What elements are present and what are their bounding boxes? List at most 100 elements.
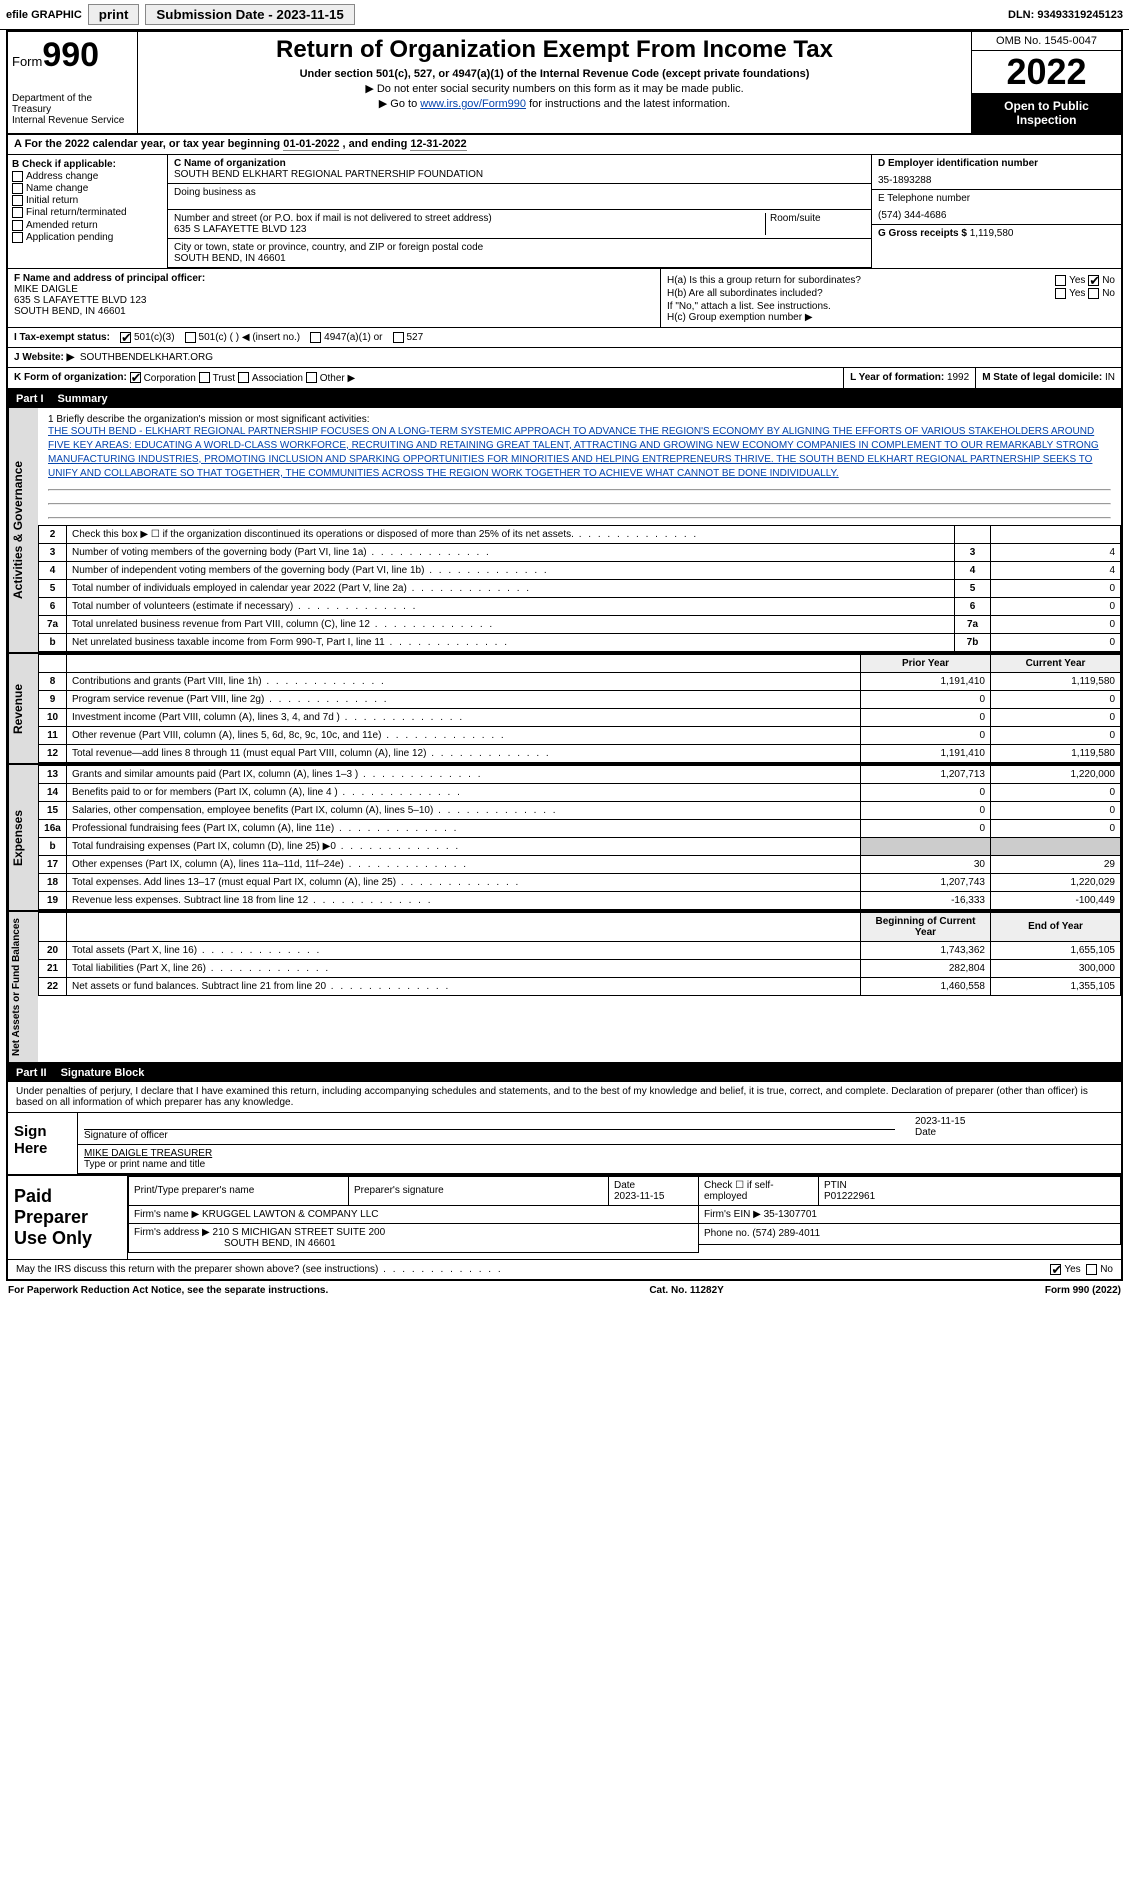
- firm-phone: Phone no. (574) 289-4011: [699, 1223, 1121, 1244]
- cb-app-pending[interactable]: Application pending: [12, 232, 163, 243]
- hb-note: If "No," attach a list. See instructions…: [667, 301, 1115, 312]
- vtab-revenue: Revenue: [8, 654, 38, 763]
- block-d: D Employer identification number35-18932…: [871, 155, 1121, 268]
- cb-501c[interactable]: 501(c) ( ) ◀ (insert no.): [185, 332, 301, 343]
- firm-addr: Firm's address ▶ 210 S MICHIGAN STREET S…: [129, 1223, 699, 1252]
- note-link: ▶ Go to www.irs.gov/Form990 for instruct…: [146, 97, 963, 110]
- table-row: 3Number of voting members of the governi…: [39, 543, 1121, 561]
- table-row: 20Total assets (Part X, line 16)1,743,36…: [39, 941, 1121, 959]
- table-row: 15Salaries, other compensation, employee…: [39, 801, 1121, 819]
- print-button[interactable]: print: [88, 4, 140, 25]
- open-public: Open to Public Inspection: [972, 93, 1121, 133]
- vtab-expenses: Expenses: [8, 765, 38, 910]
- sig-name: MIKE DAIGLE TREASURERType or print name …: [78, 1145, 1121, 1174]
- cb-other[interactable]: Other ▶: [306, 373, 355, 384]
- department: Department of the Treasury Internal Reve…: [12, 93, 133, 126]
- table-row: 2Check this box ▶ ☐ if the organization …: [39, 525, 1121, 543]
- omb-number: OMB No. 1545-0047: [972, 32, 1121, 51]
- form-header: Form990 Department of the Treasury Inter…: [8, 32, 1121, 135]
- address-row: Number and street (or P.O. box if mail i…: [168, 210, 871, 239]
- exp-table: 13Grants and similar amounts paid (Part …: [38, 765, 1121, 910]
- table-row: 13Grants and similar amounts paid (Part …: [39, 765, 1121, 783]
- footer-left: For Paperwork Reduction Act Notice, see …: [8, 1285, 328, 1296]
- tax-status: I Tax-exempt status: 501(c)(3) 501(c) ( …: [8, 327, 1121, 348]
- table-row: 12Total revenue—add lines 8 through 11 (…: [39, 744, 1121, 762]
- submission-date-button[interactable]: Submission Date - 2023-11-15: [145, 4, 354, 25]
- h-block: H(a) Is this a group return for subordin…: [661, 269, 1121, 327]
- cb-501c3[interactable]: 501(c)(3): [120, 332, 175, 343]
- footer-mid: Cat. No. 11282Y: [649, 1285, 723, 1296]
- block-bcd: B Check if applicable: Address change Na…: [8, 155, 1121, 268]
- sign-here-row: Sign Here Signature of officer 2023-11-1…: [8, 1113, 1121, 1174]
- block-b: B Check if applicable: Address change Na…: [8, 155, 168, 268]
- table-row: 9Program service revenue (Part VIII, lin…: [39, 690, 1121, 708]
- cb-corp[interactable]: Corporation: [130, 373, 196, 384]
- org-name: C Name of organizationSOUTH BEND ELKHART…: [168, 155, 871, 184]
- table-row: 18Total expenses. Add lines 13–17 (must …: [39, 873, 1121, 891]
- table-row: 6Total number of volunteers (estimate if…: [39, 597, 1121, 615]
- hc-question: H(c) Group exemption number ▶: [667, 312, 1115, 323]
- header-mid: Return of Organization Exempt From Incom…: [138, 32, 971, 133]
- cb-final-return[interactable]: Final return/terminated: [12, 207, 163, 218]
- hb-question: H(b) Are all subordinates included?Yes N…: [667, 288, 1115, 299]
- part2-header: Part IISignature Block: [8, 1064, 1121, 1082]
- dln: DLN: 93493319245123: [1008, 9, 1123, 21]
- table-row: bTotal fundraising expenses (Part IX, co…: [39, 837, 1121, 855]
- note-ssn: ▶ Do not enter social security numbers o…: [146, 82, 963, 95]
- form-number: Form990: [12, 36, 133, 75]
- prep-date: Date2023-11-15: [609, 1176, 699, 1205]
- table-row: bNet unrelated business taxable income f…: [39, 633, 1121, 651]
- cb-527[interactable]: 527: [393, 332, 424, 343]
- prep-sig-hdr: Preparer's signature: [349, 1176, 609, 1205]
- gross-receipts: G Gross receipts $ 1,119,580: [872, 225, 1121, 251]
- cb-initial-return[interactable]: Initial return: [12, 195, 163, 206]
- cb-4947[interactable]: 4947(a)(1) or: [310, 332, 382, 343]
- sign-here-label: Sign Here: [8, 1113, 78, 1174]
- net-table: Beginning of Current YearEnd of Year20To…: [38, 912, 1121, 996]
- state-domicile: M State of legal domicile: IN: [975, 368, 1121, 387]
- rev-table: Prior YearCurrent Year8Contributions and…: [38, 654, 1121, 763]
- topbar: efile GRAPHIC print Submission Date - 20…: [0, 0, 1129, 30]
- discuss-row: May the IRS discuss this return with the…: [8, 1259, 1121, 1279]
- cb-trust[interactable]: Trust: [199, 373, 235, 384]
- officer: F Name and address of principal officer:…: [8, 269, 661, 327]
- cb-name-change[interactable]: Name change: [12, 183, 163, 194]
- mission: 1 Briefly describe the organization's mi…: [38, 408, 1121, 525]
- table-row: 8Contributions and grants (Part VIII, li…: [39, 672, 1121, 690]
- block-c: C Name of organizationSOUTH BEND ELKHART…: [168, 155, 871, 268]
- firm-ein: Firm's EIN ▶ 35-1307701: [699, 1205, 1121, 1223]
- sig-declaration: Under penalties of perjury, I declare th…: [8, 1082, 1121, 1113]
- table-row: 16aProfessional fundraising fees (Part I…: [39, 819, 1121, 837]
- cb-amended[interactable]: Amended return: [12, 220, 163, 231]
- telephone: E Telephone number(574) 344-4686: [872, 190, 1121, 225]
- year-formation: L Year of formation: 1992: [843, 368, 975, 387]
- form-title: Return of Organization Exempt From Incom…: [146, 36, 963, 64]
- officer-h-row: F Name and address of principal officer:…: [8, 268, 1121, 327]
- rev-section: Revenue Prior YearCurrent Year8Contribut…: [8, 654, 1121, 765]
- preparer-label: Paid Preparer Use Only: [8, 1176, 128, 1259]
- k-org: K Form of organization: Corporation Trus…: [8, 368, 843, 387]
- part1-header: Part ISummary: [8, 390, 1121, 408]
- table-row: 4Number of independent voting members of…: [39, 561, 1121, 579]
- tax-year: 2022: [972, 51, 1121, 93]
- table-row: 10Investment income (Part VIII, column (…: [39, 708, 1121, 726]
- table-row: 14Benefits paid to or for members (Part …: [39, 783, 1121, 801]
- gov-section: Activities & Governance 1 Briefly descri…: [8, 408, 1121, 654]
- cb-assoc[interactable]: Association: [238, 373, 303, 384]
- table-row: 21Total liabilities (Part X, line 26)282…: [39, 959, 1121, 977]
- ein: D Employer identification number35-18932…: [872, 155, 1121, 190]
- table-row: 7aTotal unrelated business revenue from …: [39, 615, 1121, 633]
- footer: For Paperwork Reduction Act Notice, see …: [0, 1281, 1129, 1300]
- form-container: Form990 Department of the Treasury Inter…: [6, 30, 1123, 1281]
- header-left: Form990 Department of the Treasury Inter…: [8, 32, 138, 133]
- sig-officer: Signature of officer 2023-11-15Date: [78, 1113, 1121, 1145]
- period-row: A For the 2022 calendar year, or tax yea…: [8, 135, 1121, 155]
- prep-self-emp: Check ☐ if self-employed: [699, 1176, 819, 1205]
- cb-address-change[interactable]: Address change: [12, 171, 163, 182]
- irs-link[interactable]: www.irs.gov/Form990: [420, 98, 526, 110]
- table-row: 19Revenue less expenses. Subtract line 1…: [39, 891, 1121, 909]
- exp-section: Expenses 13Grants and similar amounts pa…: [8, 765, 1121, 912]
- website-row: J Website: ▶ SOUTHBENDELKHART.ORG: [8, 348, 1121, 368]
- header-right: OMB No. 1545-0047 2022 Open to Public In…: [971, 32, 1121, 133]
- prep-name-hdr: Print/Type preparer's name: [129, 1176, 349, 1205]
